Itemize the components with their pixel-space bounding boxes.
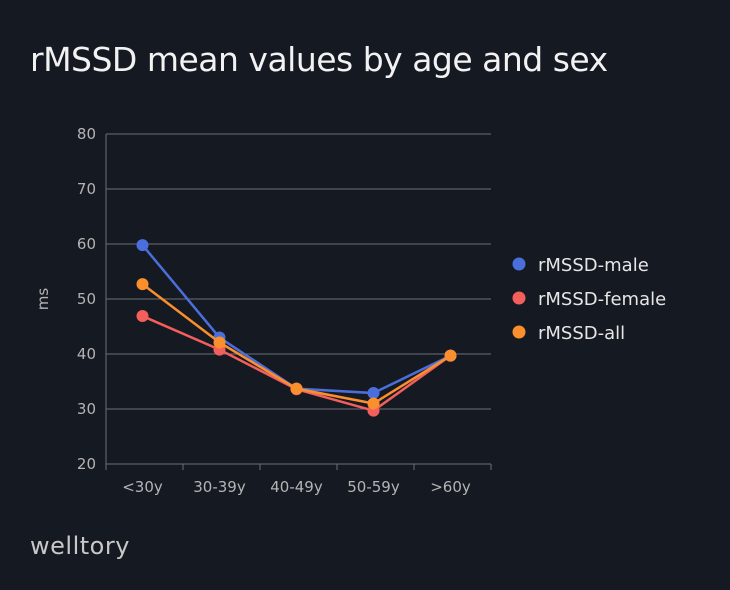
legend-label: rMSSD-all [538,323,625,344]
y-tick-label: 30 [77,400,96,418]
legend-marker [512,257,526,271]
y-tick-label: 50 [77,290,96,308]
chart-title: rMSSD mean values by age and sex [30,40,608,79]
y-tick-label: 20 [77,455,96,473]
x-tick-label: 40-49y [270,478,323,496]
legend-marker [512,325,526,339]
data-point-rMSSD-all [444,349,457,362]
legend-label: rMSSD-male [538,255,649,276]
data-point-rMSSD-all [136,278,149,291]
x-tick-label: >60y [430,478,471,496]
x-tick-label: <30y [122,478,163,496]
y-tick-label: 40 [77,345,96,363]
y-tick-label: 60 [77,235,96,253]
data-point-rMSSD-female [136,310,149,323]
y-tick-label: 70 [77,180,96,198]
x-tick-label: 30-39y [193,478,246,496]
x-tick-label: 50-59y [347,478,400,496]
y-tick-label: 80 [77,125,96,143]
legend-label: rMSSD-female [538,289,666,310]
data-point-rMSSD-all [290,382,303,395]
data-point-rMSSD-male [136,239,149,252]
data-point-rMSSD-male [367,387,380,400]
data-point-rMSSD-all [213,336,226,349]
data-point-rMSSD-all [367,397,380,410]
legend-marker [512,291,526,305]
y-axis-label: ms [34,288,52,311]
series-line-rMSSD-female [142,314,452,413]
welltory-logo: welltory [30,532,130,560]
